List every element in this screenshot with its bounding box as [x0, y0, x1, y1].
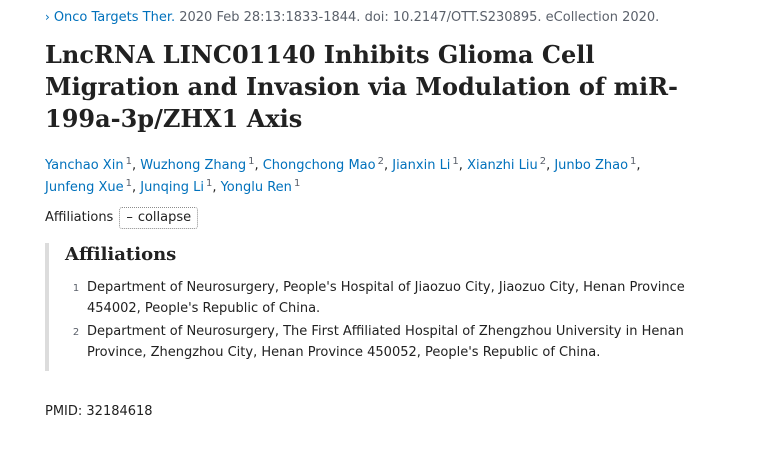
author-item: Chongchong Mao 2,: [262, 156, 393, 174]
affiliation-number: 2: [72, 327, 80, 338]
author-link[interactable]: Junfeng Xue: [45, 180, 124, 195]
affiliations-panel: Affiliations 1 Department of Neurosurger…: [45, 243, 745, 371]
author-item: Yonglu Ren 1: [220, 178, 301, 196]
article-title: LncRNA LINC01140 Inhibits Glioma Cell Mi…: [45, 40, 678, 133]
author-link[interactable]: Wuzhong Zhang: [140, 158, 247, 173]
collapse-button-label: collapse: [137, 210, 192, 225]
author-aff-sup[interactable]: 1: [205, 178, 213, 189]
author-aff-sup[interactable]: 1: [125, 178, 133, 189]
author-link[interactable]: Junbo Zhao: [554, 158, 629, 173]
author-item: Jianxin Li 1,: [392, 156, 468, 174]
author-link[interactable]: Jianxin Li: [392, 158, 451, 173]
author-aff-sup[interactable]: 1: [452, 156, 459, 167]
affiliation-text: Department of Neurosurgery, People's Hos…: [87, 280, 685, 316]
minus-icon: –: [126, 210, 133, 225]
author-item: Junfeng Xue 1,: [45, 178, 141, 196]
author-link[interactable]: Yanchao Xin: [45, 158, 124, 173]
author-item: Junbo Zhao 1,: [554, 156, 641, 174]
collapse-affiliations-button[interactable]: – collapse: [119, 207, 199, 229]
author-link[interactable]: Chongchong Mao: [262, 158, 376, 173]
affiliation-item: 2 Department of Neurosurgery, The First …: [65, 321, 745, 363]
affiliations-toggle-label: Affiliations: [45, 210, 114, 225]
affiliation-number: 1: [72, 283, 80, 294]
author-aff-sup[interactable]: 1: [293, 178, 301, 189]
chevron-right-icon: ›: [45, 10, 50, 24]
affiliations-toggle-row: Affiliations – collapse: [45, 207, 745, 229]
affiliations-list: 1 Department of Neurosurgery, People's H…: [65, 277, 745, 363]
citation-line: › Onco Targets Ther. 2020 Feb 28:13:1833-…: [45, 8, 745, 27]
journal-link[interactable]: Onco Targets Ther.: [53, 10, 176, 25]
author-link[interactable]: Xianzhi Liu: [467, 158, 538, 173]
author-aff-sup[interactable]: 2: [377, 156, 384, 167]
citation-details: 2020 Feb 28:13:1833-1844. doi: 10.2147/O…: [175, 10, 660, 25]
author-link[interactable]: Junqing Li: [140, 180, 204, 195]
author-item: Junqing Li 1,: [140, 178, 221, 196]
author-list: Yanchao Xin 1, Wuzhong Zhang 1, Chongchong…: [45, 155, 745, 199]
author-link[interactable]: Yonglu Ren: [220, 180, 292, 195]
author-aff-sup[interactable]: 1: [248, 156, 255, 167]
author-item: Wuzhong Zhang 1,: [140, 156, 263, 174]
author-aff-sup[interactable]: 2: [539, 156, 547, 167]
author-item: Xianzhi Liu 2,: [467, 156, 555, 174]
pmid: PMID: 32184618: [45, 404, 153, 419]
author-aff-sup[interactable]: 1: [630, 156, 637, 167]
affiliations-heading: Affiliations: [65, 244, 177, 265]
author-item: Yanchao Xin 1,: [45, 156, 141, 174]
affiliation-text: Department of Neurosurgery, The First Af…: [87, 324, 684, 360]
article-page: › Onco Targets Ther. 2020 Feb 28:13:1833-…: [45, 8, 745, 421]
author-aff-sup[interactable]: 1: [125, 156, 132, 167]
affiliation-item: 1 Department of Neurosurgery, People's H…: [65, 277, 745, 319]
